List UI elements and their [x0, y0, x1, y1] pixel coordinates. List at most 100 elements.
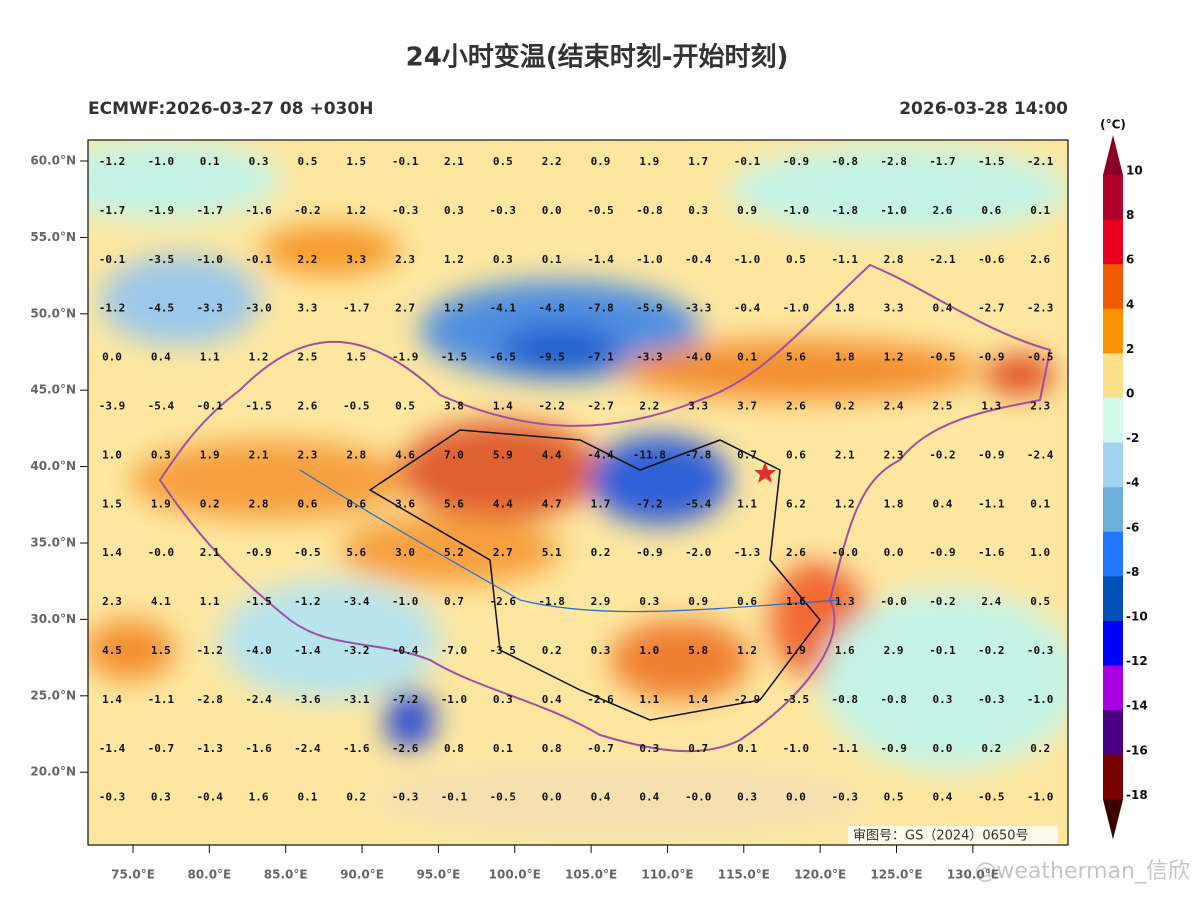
temperature-value: 2.2 [542, 155, 562, 168]
temperature-value: 2.8 [249, 497, 269, 510]
temperature-value: -1.5 [245, 595, 272, 608]
temperature-value: -4.5 [148, 302, 175, 315]
temperature-value: 4.4 [493, 497, 513, 510]
lon-label: 125.0°E [870, 868, 922, 882]
colorbar-segment [1103, 487, 1123, 533]
province-borders [368, 429, 821, 721]
temperature-value: 5.2 [444, 546, 464, 559]
temperature-value: -3.5 [148, 253, 175, 266]
temperature-value: -1.1 [832, 253, 859, 266]
temperature-value: 0.3 [151, 791, 171, 804]
temperature-value: 6.2 [786, 497, 806, 510]
temperature-value: -0.6 [978, 253, 1005, 266]
temperature-value: -2.7 [978, 302, 1005, 315]
run-info: ECMWF:2026-03-27 08 +030H [88, 99, 373, 119]
colorbar-label: 6 [1126, 253, 1134, 267]
temperature-value: -1.6 [343, 742, 370, 755]
temperature-value: 3.8 [444, 400, 464, 413]
temperature-value: -3.3 [196, 302, 223, 315]
temperature-value: -0.9 [636, 546, 663, 559]
temperature-value: -2.6 [587, 693, 614, 706]
temperature-value: -1.0 [783, 742, 810, 755]
colorbar-label: 10 [1126, 164, 1143, 178]
temperature-value: 0.0 [542, 791, 562, 804]
lon-label: 130.0°E [947, 868, 999, 882]
temperature-value: 2.2 [639, 400, 659, 413]
temperature-shading [88, 140, 1068, 840]
temperature-value: -0.4 [196, 791, 223, 804]
temperature-value: -1.5 [978, 155, 1005, 168]
colorbar-unit: (°C) [1100, 118, 1126, 132]
temperature-value: 5.6 [346, 546, 366, 559]
temperature-value: 1.2 [737, 644, 757, 657]
temperature-value: -0.3 [1027, 644, 1054, 657]
temperature-value: 1.9 [200, 448, 220, 461]
temperature-value: -1.6 [245, 742, 272, 755]
temperature-value: 1.9 [151, 497, 171, 510]
temperature-value: -5.4 [148, 400, 175, 413]
approval-bg [848, 826, 1058, 844]
temperature-value: -7.2 [636, 497, 663, 510]
lon-label: 75.0°E [111, 868, 155, 882]
temperature-value: 0.4 [542, 693, 562, 706]
temperature-value: 0.5 [884, 791, 904, 804]
temperature-value: -1.8 [538, 595, 565, 608]
temperature-value: 2.3 [884, 448, 904, 461]
temperature-value: 0.1 [1030, 497, 1050, 510]
temperature-value: -1.2 [99, 155, 126, 168]
temperature-value: 1.0 [639, 644, 659, 657]
temperature-value: 0.5 [786, 253, 806, 266]
temperature-value: 2.4 [884, 400, 904, 413]
lon-label: 100.0°E [489, 868, 541, 882]
temperature-value: 0.3 [933, 693, 953, 706]
temperature-value: 5.8 [688, 644, 708, 657]
temperature-value: 1.2 [444, 302, 464, 315]
temperature-value: -3.5 [783, 693, 810, 706]
temperature-value: 0.1 [297, 791, 317, 804]
temperature-value: 0.6 [981, 204, 1001, 217]
temperature-value: 0.7 [444, 595, 464, 608]
colorbar-label: 8 [1126, 208, 1134, 222]
temperature-value: 0.4 [151, 351, 171, 364]
temperature-value: 3.7 [737, 400, 757, 413]
temperature-value: -0.2 [978, 644, 1005, 657]
temperature-value: 2.8 [884, 253, 904, 266]
temperature-value: -4.0 [245, 644, 272, 657]
colorbar-segment [1103, 442, 1123, 488]
temperature-value: 0.8 [542, 742, 562, 755]
temperature-value: -2.1 [929, 253, 956, 266]
temperature-value: -0.1 [441, 791, 468, 804]
generated: -1.2 -1.0 0.1 0.3 0.5 1.5 -0.1 2.1 0.5 2.2 0.9 1.9 1… [30, 135, 1148, 882]
temperature-value: 7.0 [444, 448, 464, 461]
colorbar-segment [1103, 576, 1123, 622]
temperature-value: 5.6 [786, 351, 806, 364]
colorbar-segment [1103, 665, 1123, 711]
temperature-value: -1.0 [1027, 791, 1054, 804]
temperature-value: -2.6 [392, 742, 419, 755]
temperature-value: -3.6 [294, 693, 321, 706]
temperature-value: 1.5 [102, 497, 122, 510]
colorbar-segment [1103, 175, 1123, 221]
lon-label: 80.0°E [187, 868, 231, 882]
temperature-value: -1.0 [880, 204, 907, 217]
temperature-value: -7.2 [392, 693, 419, 706]
temperature-value: -1.0 [148, 155, 175, 168]
temperature-value: -2.6 [490, 595, 517, 608]
temperature-value: -0.0 [685, 791, 712, 804]
temperature-value: -2.8 [880, 155, 907, 168]
temperature-value: 1.5 [151, 644, 171, 657]
temperature-value: 2.6 [786, 546, 806, 559]
temperature-value: -4.4 [587, 448, 614, 461]
lon-label: 90.0°E [340, 868, 384, 882]
temperature-value: 5.6 [444, 497, 464, 510]
temperature-value: 2.6 [786, 400, 806, 413]
temperature-value: 1.6 [835, 644, 855, 657]
temperature-value: -0.3 [978, 693, 1005, 706]
lon-label: 105.0°E [565, 868, 617, 882]
temperature-value: -1.2 [99, 302, 126, 315]
temperature-value: -2.4 [294, 742, 321, 755]
temperature-value: 0.5 [297, 155, 317, 168]
temperature-value: 2.5 [933, 400, 953, 413]
temperature-value: -1.9 [392, 351, 419, 364]
temperature-value: -3.1 [343, 693, 370, 706]
